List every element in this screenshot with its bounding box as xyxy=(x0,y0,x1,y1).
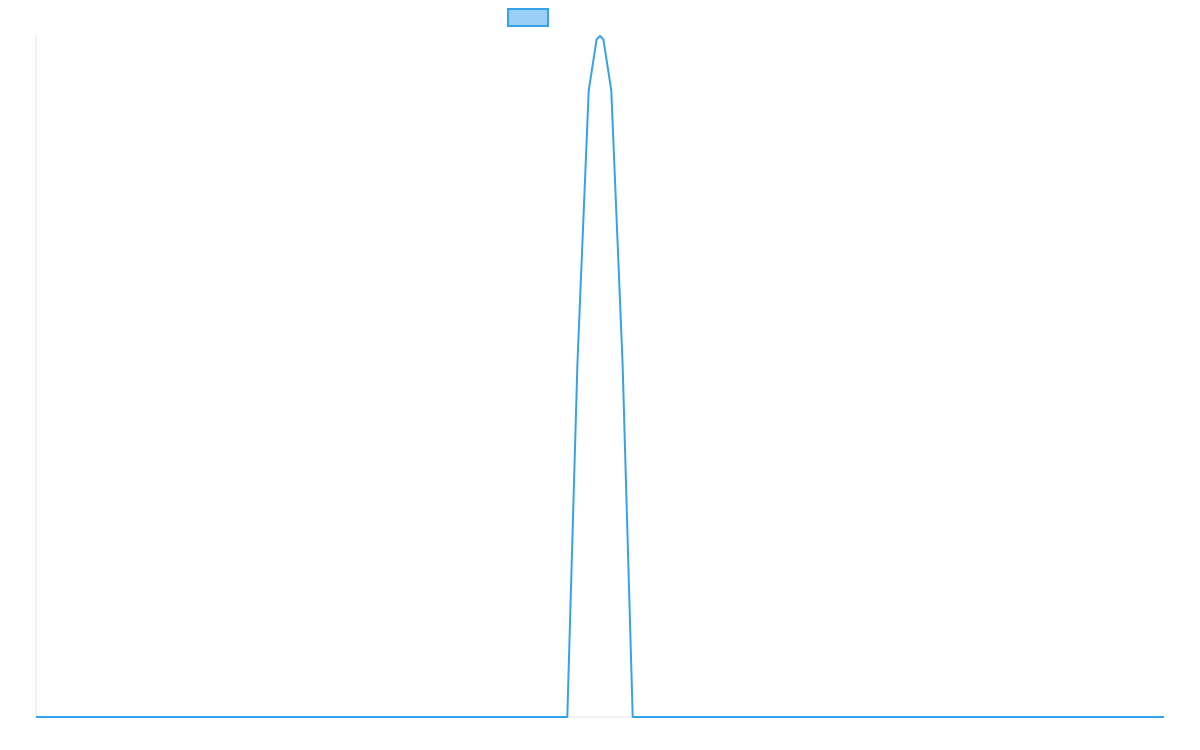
data-point[interactable] xyxy=(935,714,941,720)
legend[interactable] xyxy=(507,8,549,27)
data-point[interactable] xyxy=(710,714,716,720)
data-point[interactable] xyxy=(586,87,592,93)
data-point[interactable] xyxy=(259,714,265,720)
data-point[interactable] xyxy=(1161,714,1167,720)
series-line[interactable] xyxy=(36,35,1164,718)
series-layer xyxy=(33,35,1167,720)
data-point[interactable] xyxy=(564,714,570,720)
data-point[interactable] xyxy=(620,360,626,366)
data-point[interactable] xyxy=(600,36,606,42)
legend-swatch[interactable] xyxy=(507,8,549,27)
data-point[interactable] xyxy=(574,360,580,366)
data-point[interactable] xyxy=(484,714,490,720)
data-point[interactable] xyxy=(608,87,614,93)
data-point[interactable] xyxy=(630,714,636,720)
data-point[interactable] xyxy=(33,714,39,720)
